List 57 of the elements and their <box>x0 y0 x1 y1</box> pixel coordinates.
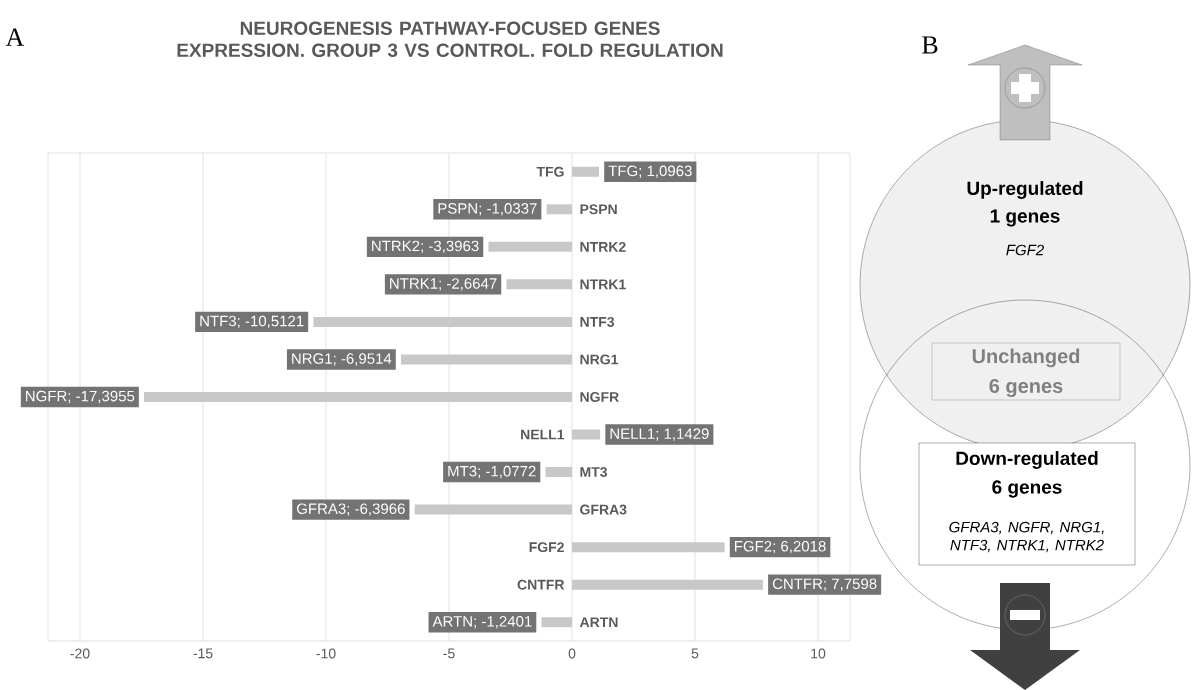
y-tick-label: NELL1 <box>521 429 565 440</box>
data-label: CNTFR; 7,7598 <box>772 578 877 591</box>
bar <box>572 542 725 553</box>
bar <box>506 279 573 290</box>
data-label: MT3; -1,0772 <box>448 465 536 479</box>
chart-title: NEUROGENESIS PATHWAY-FOCUSED GENES EXPRESSION. GROUP 3 VS CONTROL. FOLD REGULATION <box>177 21 723 58</box>
y-tick-label: NRG1 <box>580 354 619 365</box>
y-tick-label: NTRK2 <box>580 241 626 252</box>
x-tick-label: -5 <box>443 648 455 659</box>
bar <box>546 204 573 215</box>
data-label: PSPN; -1,0337 <box>438 203 537 216</box>
x-tick-label: 5 <box>691 648 699 659</box>
text: Up-regulated <box>967 181 1083 199</box>
text: B <box>922 36 938 54</box>
y-tick-label: ARTN <box>579 617 618 628</box>
text: 1 genes <box>990 209 1060 227</box>
x-tick-label: 0 <box>568 648 576 659</box>
data-label: TFG; 1,0963 <box>608 165 692 178</box>
x-tick-label: -10 <box>316 648 336 659</box>
y-tick-label: TFG <box>536 166 564 177</box>
y-tick-label: NTRK1 <box>580 279 626 290</box>
y-tick-label: CNTFR <box>517 579 565 590</box>
bar <box>541 617 573 628</box>
x-tick-label: -20 <box>70 648 90 659</box>
text: FGF2 <box>1006 244 1044 256</box>
bar <box>572 166 599 177</box>
y-tick-label: PSPN <box>580 204 617 215</box>
data-label: NGFR; -17,3955 <box>26 390 135 404</box>
bar <box>144 391 573 402</box>
data-label: NRG1; -6,9514 <box>292 353 392 366</box>
text: Down-regulated <box>956 451 1098 469</box>
y-tick-label: NTF3 <box>580 316 615 327</box>
bar <box>313 316 573 327</box>
text: 6 genes <box>989 378 1063 398</box>
text: A <box>5 28 25 46</box>
x-tick-label: 10 <box>811 648 826 659</box>
text: 6 genes <box>992 480 1062 498</box>
data-label: NELL1; 1,1429 <box>610 428 709 441</box>
y-tick-label: MT3 <box>580 467 608 478</box>
data-label: ARTN; -1,2401 <box>432 616 532 629</box>
x-tick-label: -15 <box>193 648 213 659</box>
data-label: NTRK2; -3,3963 <box>372 240 479 254</box>
data-label: FGF2; 6,2018 <box>735 540 826 554</box>
data-label: GFRA3; -6,3966 <box>296 503 405 516</box>
bar <box>545 467 573 478</box>
text: Unchanged <box>972 348 1080 368</box>
y-tick-label: FGF2 <box>529 542 564 553</box>
y-tick-label: GFRA3 <box>580 504 627 515</box>
bar <box>414 504 573 515</box>
bar <box>488 241 573 252</box>
bar <box>572 429 601 440</box>
bar <box>572 579 763 590</box>
data-label: NTRK1; -2,6647 <box>390 278 497 291</box>
y-tick-label: NGFR <box>580 392 619 402</box>
data-label: NTF3; -10,5121 <box>200 315 304 329</box>
bar <box>401 354 573 365</box>
text: GFRA3, NGFR, NRG1, NTF3, NTRK1, NTRK2 <box>949 521 1104 553</box>
